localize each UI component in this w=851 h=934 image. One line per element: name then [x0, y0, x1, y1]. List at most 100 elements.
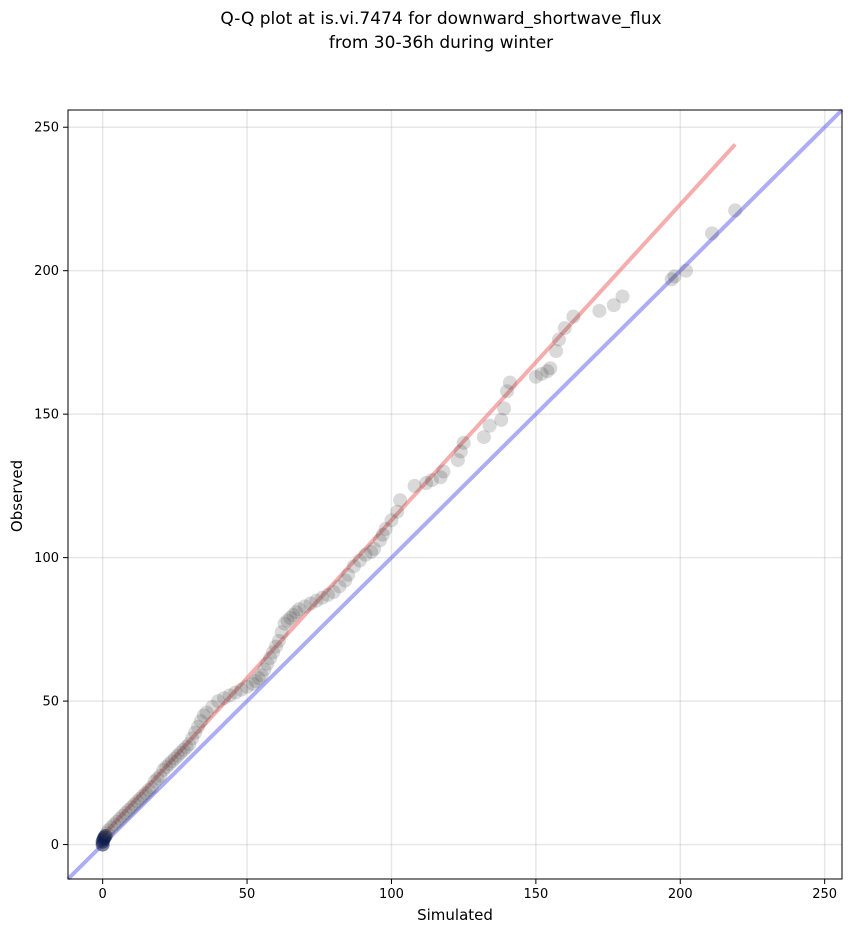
data-point	[482, 418, 497, 433]
data-point	[144, 780, 159, 795]
data-point	[193, 714, 208, 729]
data-point	[606, 298, 621, 313]
data-point	[133, 791, 148, 806]
data-point	[260, 656, 275, 671]
data-point	[98, 828, 113, 843]
data-point	[101, 823, 116, 838]
data-point	[156, 762, 171, 777]
data-point	[205, 699, 220, 714]
data-point	[419, 476, 434, 491]
data-point	[346, 559, 361, 574]
data-point	[297, 599, 312, 614]
data-point	[245, 676, 260, 691]
data-point	[159, 760, 174, 775]
data-point	[248, 674, 263, 689]
data-point	[453, 444, 468, 459]
data-point	[551, 332, 566, 347]
data-point	[364, 544, 379, 559]
data-point	[728, 203, 743, 218]
data-point	[592, 303, 607, 318]
data-point	[112, 811, 127, 826]
data-point	[378, 521, 393, 536]
y-tick-label: 0	[51, 838, 59, 853]
data-point	[164, 754, 179, 769]
data-point	[167, 751, 182, 766]
data-point	[240, 679, 255, 694]
data-point	[150, 771, 165, 786]
data-point	[384, 513, 399, 528]
grid-lines	[68, 110, 842, 879]
data-point	[118, 806, 133, 821]
data-point	[271, 633, 286, 648]
data-point	[130, 794, 145, 809]
data-point	[234, 682, 249, 697]
data-point	[372, 533, 387, 548]
data-point	[121, 803, 136, 818]
data-point	[540, 364, 555, 379]
data-point	[115, 808, 130, 823]
data-point	[450, 453, 465, 468]
data-point	[436, 464, 451, 479]
data-point	[358, 547, 373, 562]
data-point	[107, 817, 122, 832]
data-point	[190, 719, 205, 734]
data-point	[303, 596, 318, 611]
data-point	[196, 708, 211, 723]
data-point	[390, 504, 405, 519]
data-point	[557, 321, 572, 336]
data-point	[320, 587, 335, 602]
data-point	[216, 691, 231, 706]
data-point	[176, 742, 191, 757]
data-point	[476, 430, 491, 445]
y-tick-label: 100	[34, 551, 59, 566]
chart-title-line-1: Q-Q plot at is.vi.7474 for downward_shor…	[220, 9, 661, 29]
chart-title-line-2: from 30-36h during winter	[329, 33, 553, 53]
data-point	[424, 473, 439, 488]
y-tick-label: 250	[34, 121, 59, 136]
data-point	[338, 573, 353, 588]
data-point	[153, 768, 168, 783]
data-point	[170, 748, 185, 763]
identity-line	[66, 108, 844, 881]
data-point	[283, 610, 298, 625]
data-point	[664, 272, 679, 287]
data-point	[185, 731, 200, 746]
y-tick-label: 200	[34, 264, 59, 279]
data-point	[266, 645, 281, 660]
data-point	[375, 527, 390, 542]
data-point	[110, 814, 125, 829]
data-point	[433, 470, 448, 485]
data-point	[179, 740, 194, 755]
fit-line	[101, 143, 737, 838]
plot-frame	[67, 109, 843, 880]
y-axis-label: Observed	[8, 460, 26, 532]
data-points	[95, 203, 743, 852]
y-tick-label: 50	[42, 695, 59, 710]
data-point	[199, 705, 214, 720]
data-point	[257, 662, 272, 677]
x-tick-label: 100	[379, 887, 404, 902]
data-point	[173, 745, 188, 760]
data-point	[211, 694, 226, 709]
data-point	[147, 774, 162, 789]
data-point	[502, 375, 517, 390]
data-point	[315, 590, 330, 605]
data-point	[251, 671, 266, 686]
data-point	[499, 384, 514, 399]
data-point	[127, 797, 142, 812]
data-point	[286, 608, 301, 623]
data-point	[549, 344, 564, 359]
data-point	[222, 688, 237, 703]
data-point	[534, 366, 549, 381]
data-point	[289, 605, 304, 620]
data-point	[228, 685, 243, 700]
x-tick-label: 250	[812, 887, 837, 902]
data-point	[274, 625, 289, 640]
data-point	[456, 435, 471, 450]
data-point	[292, 602, 307, 617]
x-tick-label: 150	[523, 887, 548, 902]
x-tick-label: 50	[239, 887, 256, 902]
y-tick-label: 150	[34, 408, 59, 423]
